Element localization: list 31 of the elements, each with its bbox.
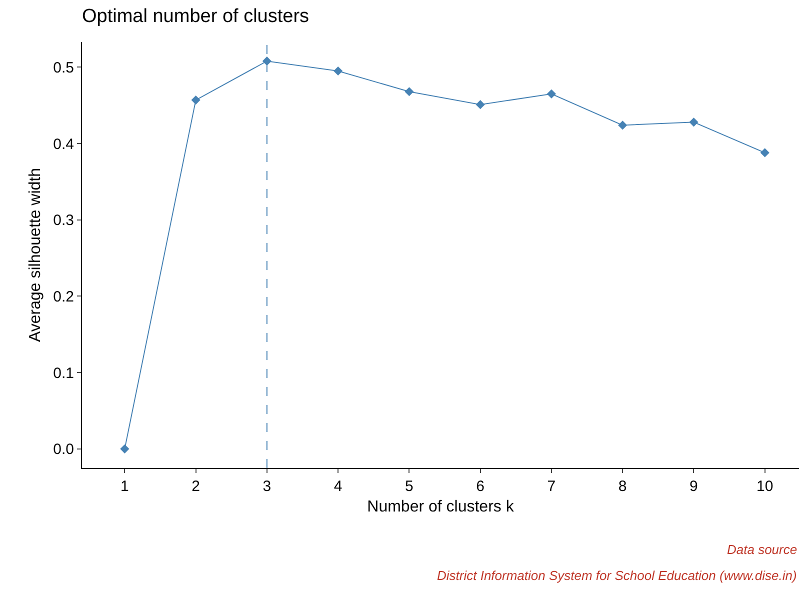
- x-tick-label: 4: [334, 478, 342, 495]
- y-tick-label: 0.2: [53, 288, 74, 306]
- x-tick-label: 1: [120, 478, 129, 495]
- y-tick-label: 0.1: [53, 364, 74, 382]
- x-tick-label: 5: [405, 478, 414, 495]
- point: [404, 87, 414, 96]
- x-tick-label: 7: [547, 478, 556, 495]
- x-tick-label: 2: [192, 478, 200, 495]
- x-tick-label: 10: [756, 478, 774, 495]
- point: [334, 66, 343, 76]
- point: [191, 95, 200, 105]
- x-axis-title: Number of clusters k: [367, 498, 515, 516]
- y-tick-label: 0.5: [53, 59, 74, 76]
- point: [618, 120, 628, 130]
- text: Data source: [727, 542, 798, 557]
- point: [476, 100, 485, 110]
- text: District Information System for School Education (www.dise.in): [437, 568, 797, 583]
- y-tick-label: 0.0: [53, 441, 74, 458]
- point: [120, 444, 130, 454]
- point: [546, 89, 556, 98]
- x-tick-label: 9: [690, 478, 698, 495]
- x-tick-label: 6: [476, 478, 484, 495]
- chart-title: Optimal number of clusters: [82, 6, 310, 28]
- x-tick-label: 3: [262, 478, 272, 495]
- y-axis-title: Average silhouette width: [27, 168, 44, 342]
- y-tick-label: 0.4: [53, 136, 74, 153]
- point: [689, 118, 698, 127]
- point: [760, 148, 770, 158]
- y-tick-label: 0.3: [53, 212, 74, 230]
- x-tick-label: 8: [618, 478, 627, 495]
- point: [262, 56, 272, 66]
